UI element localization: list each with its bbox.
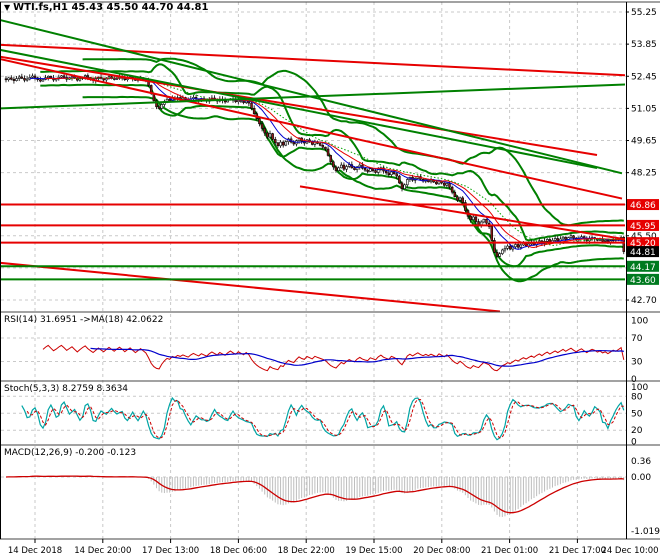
horizontal-levels[interactable] xyxy=(0,203,626,281)
svg-text:0.36: 0.36 xyxy=(631,457,651,467)
svg-text:17 Dec 13:00: 17 Dec 13:00 xyxy=(142,546,199,556)
svg-text:44.17: 44.17 xyxy=(630,263,656,273)
price-panel[interactable] xyxy=(0,19,660,312)
svg-text:46.86: 46.86 xyxy=(630,201,656,211)
svg-text:21 Dec 01:00: 21 Dec 01:00 xyxy=(481,546,538,556)
symbol-ohlc-text: WTI.fs,H1 45.43 45.50 44.70 44.81 xyxy=(13,2,209,13)
svg-text:14 Dec 2018: 14 Dec 2018 xyxy=(8,546,62,556)
svg-text:80: 80 xyxy=(631,392,643,402)
svg-text:19 Dec 15:00: 19 Dec 15:00 xyxy=(345,546,402,556)
svg-text:51.05: 51.05 xyxy=(631,104,657,114)
svg-text:48.25: 48.25 xyxy=(631,169,657,179)
panel-borders xyxy=(0,1,660,540)
svg-text:14 Dec 20:00: 14 Dec 20:00 xyxy=(74,546,131,556)
svg-text:20 Dec 08:00: 20 Dec 08:00 xyxy=(413,546,470,556)
macd-panel xyxy=(5,475,625,517)
svg-text:43.60: 43.60 xyxy=(630,276,656,286)
svg-text:100: 100 xyxy=(631,317,648,327)
svg-text:50: 50 xyxy=(631,409,643,419)
svg-text:20: 20 xyxy=(631,426,643,436)
svg-text:24 Dec 10:00: 24 Dec 10:00 xyxy=(601,546,658,556)
svg-text:52.45: 52.45 xyxy=(631,72,657,82)
rsi-indicator-label: RSI(14) 31.6951 ->MA(18) 42.0622 xyxy=(4,315,164,325)
bollinger-bands xyxy=(40,57,625,283)
svg-text:49.65: 49.65 xyxy=(631,137,657,147)
candlesticks xyxy=(4,73,625,259)
stochastic-indicator-label: Stoch(5,3,3) 8.2759 8.3634 xyxy=(4,384,129,394)
stochastic-panel xyxy=(21,396,625,441)
svg-text:18 Dec 22:00: 18 Dec 22:00 xyxy=(278,546,335,556)
svg-text:70: 70 xyxy=(631,334,643,344)
svg-text:-1.019: -1.019 xyxy=(631,527,660,537)
macd-indicator-label: MACD(12,26,9) -0.200 -0.123 xyxy=(4,448,137,458)
svg-text:42.70: 42.70 xyxy=(631,296,657,306)
svg-text:21 Dec 17:00: 21 Dec 17:00 xyxy=(549,546,606,556)
trendlines[interactable] xyxy=(0,19,660,312)
svg-text:55.25: 55.25 xyxy=(631,8,657,18)
rsi-panel xyxy=(42,344,625,372)
svg-text:30: 30 xyxy=(631,357,643,367)
svg-text:53.85: 53.85 xyxy=(631,40,657,50)
svg-text:18 Dec 06:00: 18 Dec 06:00 xyxy=(210,546,267,556)
svg-text:45.95: 45.95 xyxy=(630,222,656,232)
gridlines xyxy=(1,2,626,539)
svg-text:45.20: 45.20 xyxy=(630,239,656,249)
time-axis: 14 Dec 2018 14 Dec 20:00 17 Dec 13:00 18 De… xyxy=(8,539,659,556)
svg-text:45.50: 45.50 xyxy=(631,232,657,242)
svg-text:44.81: 44.81 xyxy=(630,248,656,258)
svg-text:0.00: 0.00 xyxy=(631,473,651,483)
macd-histogram xyxy=(8,475,625,517)
svg-text:0: 0 xyxy=(631,375,637,385)
svg-text:0: 0 xyxy=(631,438,637,448)
chart-title: ▼ WTI.fs,H1 45.43 45.50 44.70 44.81 xyxy=(4,2,208,13)
collapse-indicator-icon[interactable]: ▼ xyxy=(4,3,11,12)
svg-text:100: 100 xyxy=(631,383,648,393)
